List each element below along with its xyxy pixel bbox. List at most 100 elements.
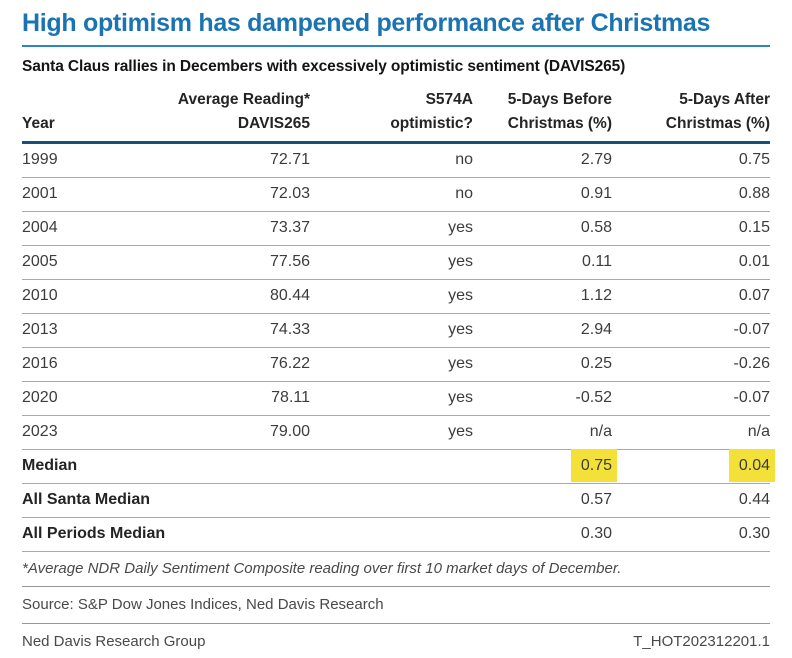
table-row: All Periods Median 0.30 0.30 [22, 517, 770, 552]
cell-after-christmas: 0.44 [612, 483, 770, 518]
col-header-year: Year [22, 88, 132, 144]
row-label: All Santa Median [22, 483, 150, 518]
table-row: 2004 73.37 yes 0.58 0.15 [22, 211, 770, 246]
table-body: 1999 72.71 no 2.79 0.75 2001 72.03 no 0.91 0.88 20… [22, 142, 775, 552]
col-header-before-christmas-line2: Christmas (%) [507, 114, 612, 132]
cell-before-christmas: -0.52 [473, 381, 612, 416]
cell-optimistic: yes [310, 279, 473, 314]
cell-after-christmas: 0.04 [612, 448, 775, 484]
cell-year: 2010 [22, 279, 132, 314]
col-header-average-reading-line1: Average Reading* [177, 91, 310, 109]
cell-optimistic: yes [310, 347, 473, 382]
source-line: Source: S&P Dow Jones Indices, Ned Davis… [22, 587, 770, 624]
row-label: All Periods Median [22, 517, 165, 552]
cell-after-christmas: 0.07 [612, 279, 770, 314]
cell-optimistic: yes [310, 415, 473, 450]
cell-optimistic: yes [310, 245, 473, 280]
cell-average-reading: 74.33 [132, 313, 310, 348]
cell-after-christmas: -0.26 [612, 347, 770, 382]
table-row: 2023 79.00 yes n/a n/a [22, 415, 770, 450]
table-row: All Santa Median 0.57 0.44 [22, 483, 770, 518]
cell-optimistic: yes [310, 211, 473, 246]
footer-document-code: T_HOT202312201.1 [633, 632, 770, 650]
cell-before-christmas: 2.94 [473, 313, 612, 348]
table-row: Median 0.75 0.04 [22, 448, 775, 484]
cell-optimistic [310, 449, 473, 484]
col-header-before-christmas-line1: 5-Days Before [507, 91, 612, 109]
cell-year: 2023 [22, 415, 132, 450]
page-title: High optimism has dampened performance a… [22, 9, 711, 37]
cell-after-christmas: 0.01 [612, 245, 770, 280]
cell-average-reading [132, 449, 310, 484]
cell-after-christmas: n/a [612, 415, 770, 450]
cell-after-christmas: 0.15 [612, 211, 770, 246]
cell-after-christmas: 0.30 [612, 517, 770, 552]
cell-year: 2020 [22, 381, 132, 416]
cell-average-reading: 76.22 [132, 347, 310, 382]
col-header-after-christmas-line2: Christmas (%) [665, 114, 770, 132]
cell-average-reading: 72.03 [132, 177, 310, 212]
col-header-optimistic-line1: S574A [425, 91, 473, 109]
table-row: 2005 77.56 yes 0.11 0.01 [22, 245, 770, 280]
cell-year: 2013 [22, 313, 132, 348]
col-header-after-christmas-line1: 5-Days After [679, 91, 770, 109]
cell-before-christmas: 0.25 [473, 347, 612, 382]
cell-average-reading: 80.44 [132, 279, 310, 314]
col-header-average-reading: Average Reading* DAVIS265 [132, 88, 310, 144]
cell-year: 2016 [22, 347, 132, 382]
table-row: 2016 76.22 yes 0.25 -0.26 [22, 347, 770, 382]
cell-before-christmas: 0.58 [473, 211, 612, 246]
cell-before-christmas: 1.12 [473, 279, 612, 314]
table-row: 2020 78.11 yes -0.52 -0.07 [22, 381, 770, 416]
col-header-before-christmas: 5-Days Before Christmas (%) [473, 88, 612, 144]
title-divider [22, 45, 770, 48]
cell-before-christmas: 0.75 [473, 448, 617, 484]
table-row: 2001 72.03 no 0.91 0.88 [22, 177, 770, 212]
cell-year: 1999 [22, 142, 132, 178]
footer-org-name: Ned Davis Research Group [22, 632, 206, 650]
cell-before-christmas: 2.79 [473, 142, 612, 178]
highlighted-value: 0.75 [570, 448, 617, 482]
table-row: 2013 74.33 yes 2.94 -0.07 [22, 313, 770, 348]
cell-before-christmas: 0.91 [473, 177, 612, 212]
row-label: Median [22, 449, 132, 484]
cell-optimistic [310, 517, 473, 552]
cell-average-reading: 79.00 [132, 415, 310, 450]
page-footer: Ned Davis Research Group T_HOT202312201.… [22, 624, 770, 658]
cell-average-reading [132, 517, 310, 552]
col-header-optimistic: S574A optimistic? [310, 88, 473, 144]
cell-before-christmas: 0.57 [473, 483, 612, 518]
cell-optimistic: no [310, 177, 473, 212]
cell-optimistic: yes [310, 381, 473, 416]
cell-after-christmas: 0.88 [612, 177, 770, 212]
cell-average-reading: 78.11 [132, 381, 310, 416]
cell-optimistic: no [310, 142, 473, 178]
cell-year: 2001 [22, 177, 132, 212]
cell-before-christmas: 0.11 [473, 245, 612, 280]
table-row: 1999 72.71 no 2.79 0.75 [22, 142, 770, 178]
header-row: Year Average Reading* DAVIS265 S574A opt… [22, 88, 770, 144]
col-header-average-reading-line2: DAVIS265 [237, 114, 310, 132]
cell-before-christmas: n/a [473, 415, 612, 450]
cell-optimistic: yes [310, 313, 473, 348]
cell-year: 2004 [22, 211, 132, 246]
cell-after-christmas: -0.07 [612, 313, 770, 348]
cell-after-christmas: 0.75 [612, 142, 770, 178]
table-row: 2010 80.44 yes 1.12 0.07 [22, 279, 770, 314]
cell-after-christmas: -0.07 [612, 381, 770, 416]
subtitle: Santa Claus rallies in Decembers with ex… [22, 58, 626, 76]
cell-average-reading [132, 483, 310, 518]
highlighted-value: 0.04 [728, 448, 775, 482]
cell-average-reading: 77.56 [132, 245, 310, 280]
report-page: High optimism has dampened performance a… [22, 9, 775, 650]
footnote: *Average NDR Daily Sentiment Composite r… [22, 552, 770, 587]
col-header-year-label: Year [22, 114, 55, 132]
santa-claus-rally-table: Year Average Reading* DAVIS265 S574A opt… [22, 88, 775, 552]
col-header-optimistic-line2: optimistic? [390, 114, 473, 132]
cell-average-reading: 73.37 [132, 211, 310, 246]
cell-optimistic [310, 483, 473, 518]
cell-average-reading: 72.71 [132, 142, 310, 178]
col-header-after-christmas: 5-Days After Christmas (%) [612, 88, 770, 144]
cell-year: 2005 [22, 245, 132, 280]
cell-before-christmas: 0.30 [473, 517, 612, 552]
